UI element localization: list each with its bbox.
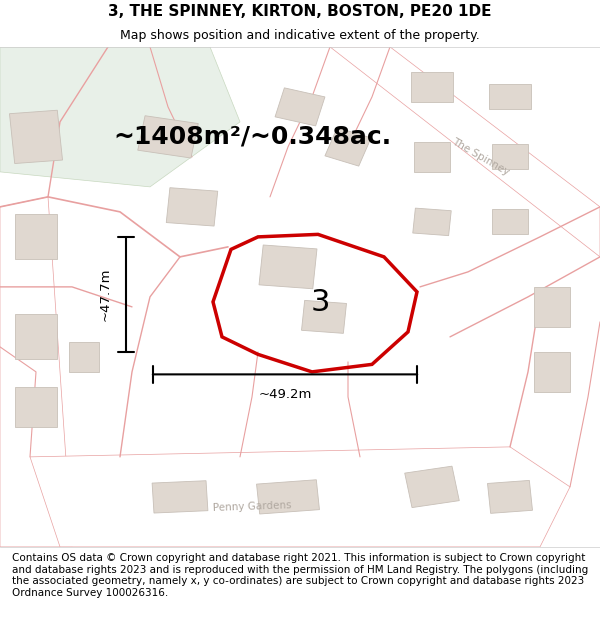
Polygon shape	[488, 481, 532, 513]
Polygon shape	[15, 387, 57, 427]
Polygon shape	[0, 197, 72, 547]
Polygon shape	[411, 72, 453, 102]
Polygon shape	[259, 245, 317, 289]
Text: ~1408m²/~0.348ac.: ~1408m²/~0.348ac.	[113, 125, 391, 149]
Text: The Spinney: The Spinney	[449, 136, 511, 178]
Text: 3: 3	[311, 288, 330, 318]
Text: Penny Gardens: Penny Gardens	[212, 501, 292, 513]
Text: ~49.2m: ~49.2m	[259, 388, 311, 401]
Polygon shape	[15, 314, 57, 359]
Polygon shape	[492, 144, 528, 169]
Polygon shape	[492, 209, 528, 234]
Polygon shape	[15, 214, 57, 259]
Text: 3, THE SPINNEY, KIRTON, BOSTON, PE20 1DE: 3, THE SPINNEY, KIRTON, BOSTON, PE20 1DE	[108, 4, 492, 19]
Polygon shape	[275, 88, 325, 126]
Polygon shape	[489, 84, 531, 109]
Polygon shape	[152, 481, 208, 513]
Polygon shape	[138, 116, 198, 158]
Text: Map shows position and indicative extent of the property.: Map shows position and indicative extent…	[120, 29, 480, 42]
Polygon shape	[302, 301, 346, 333]
Polygon shape	[0, 47, 240, 187]
Polygon shape	[10, 110, 62, 164]
Polygon shape	[534, 352, 570, 392]
Polygon shape	[325, 127, 371, 166]
Polygon shape	[534, 287, 570, 327]
Polygon shape	[414, 142, 450, 172]
Polygon shape	[166, 188, 218, 226]
Polygon shape	[257, 480, 319, 514]
Text: ~47.7m: ~47.7m	[98, 268, 112, 321]
Polygon shape	[330, 47, 600, 257]
Polygon shape	[30, 447, 570, 547]
Text: Contains OS data © Crown copyright and database right 2021. This information is : Contains OS data © Crown copyright and d…	[12, 553, 588, 598]
Polygon shape	[69, 342, 99, 372]
Polygon shape	[405, 466, 459, 508]
Polygon shape	[413, 208, 451, 236]
